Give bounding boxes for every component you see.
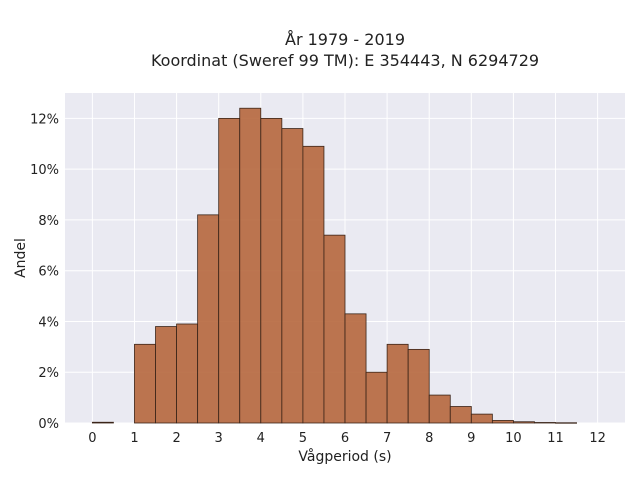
histogram-bar — [428, 394, 451, 424]
histogram-bar — [513, 421, 535, 424]
x-tick-label: 7 — [383, 431, 391, 446]
y-tick-label: 10% — [30, 163, 59, 178]
histogram-bar — [365, 371, 388, 424]
x-tick-label: 11 — [547, 431, 564, 446]
histogram-bar — [323, 234, 346, 424]
x-tick-label: 2 — [172, 431, 180, 446]
histogram-bar — [386, 343, 409, 424]
x-tick-label: 10 — [505, 431, 522, 446]
histogram-bar — [91, 421, 114, 424]
y-tick-label: 4% — [38, 315, 59, 330]
histogram-bar — [555, 422, 577, 424]
y-tick-label: 0% — [38, 417, 59, 432]
histogram-bar — [407, 348, 430, 424]
x-tick-label: 4 — [257, 431, 265, 446]
chart-title-line-2: Koordinat (Sweref 99 TM): E 354443, N 62… — [151, 51, 539, 70]
y-tick-label: 6% — [38, 265, 59, 280]
histogram-bar — [470, 413, 493, 424]
x-axis-ticks: 0 1 2 3 4 5 6 7 8 9 10 11 12 — [88, 431, 606, 446]
histogram-bar — [449, 406, 472, 424]
histogram-bar — [344, 313, 367, 424]
histogram-bar — [134, 343, 156, 424]
histogram-bar — [260, 117, 283, 424]
y-axis-ticks: 0% 2% 4% 6% 8% 10% 12% — [30, 112, 59, 432]
histogram-bar — [197, 214, 220, 424]
histogram-bar — [176, 323, 199, 424]
histogram-bar — [302, 145, 325, 424]
histogram-bar — [534, 422, 556, 424]
y-axis-label: Andel — [13, 238, 29, 278]
x-tick-label: 1 — [130, 431, 138, 446]
chart-title-line-1: År 1979 - 2019 — [285, 30, 405, 49]
x-tick-label: 12 — [589, 431, 606, 446]
histogram-bar — [218, 117, 241, 424]
x-tick-label: 5 — [299, 431, 307, 446]
x-tick-label: 0 — [88, 431, 96, 446]
bars — [91, 107, 577, 424]
y-tick-label: 2% — [38, 366, 59, 381]
histogram-bar — [491, 420, 514, 424]
x-tick-label: 3 — [215, 431, 223, 446]
x-axis-label: Vågperiod (s) — [298, 448, 391, 465]
histogram-bar — [155, 326, 177, 424]
x-tick-label: 6 — [341, 431, 349, 446]
x-tick-label: 8 — [425, 431, 433, 446]
y-tick-label: 12% — [30, 112, 59, 127]
x-tick-label: 9 — [467, 431, 475, 446]
histogram-bar — [239, 107, 262, 424]
y-tick-label: 8% — [38, 214, 59, 229]
histogram-bar — [281, 128, 304, 424]
